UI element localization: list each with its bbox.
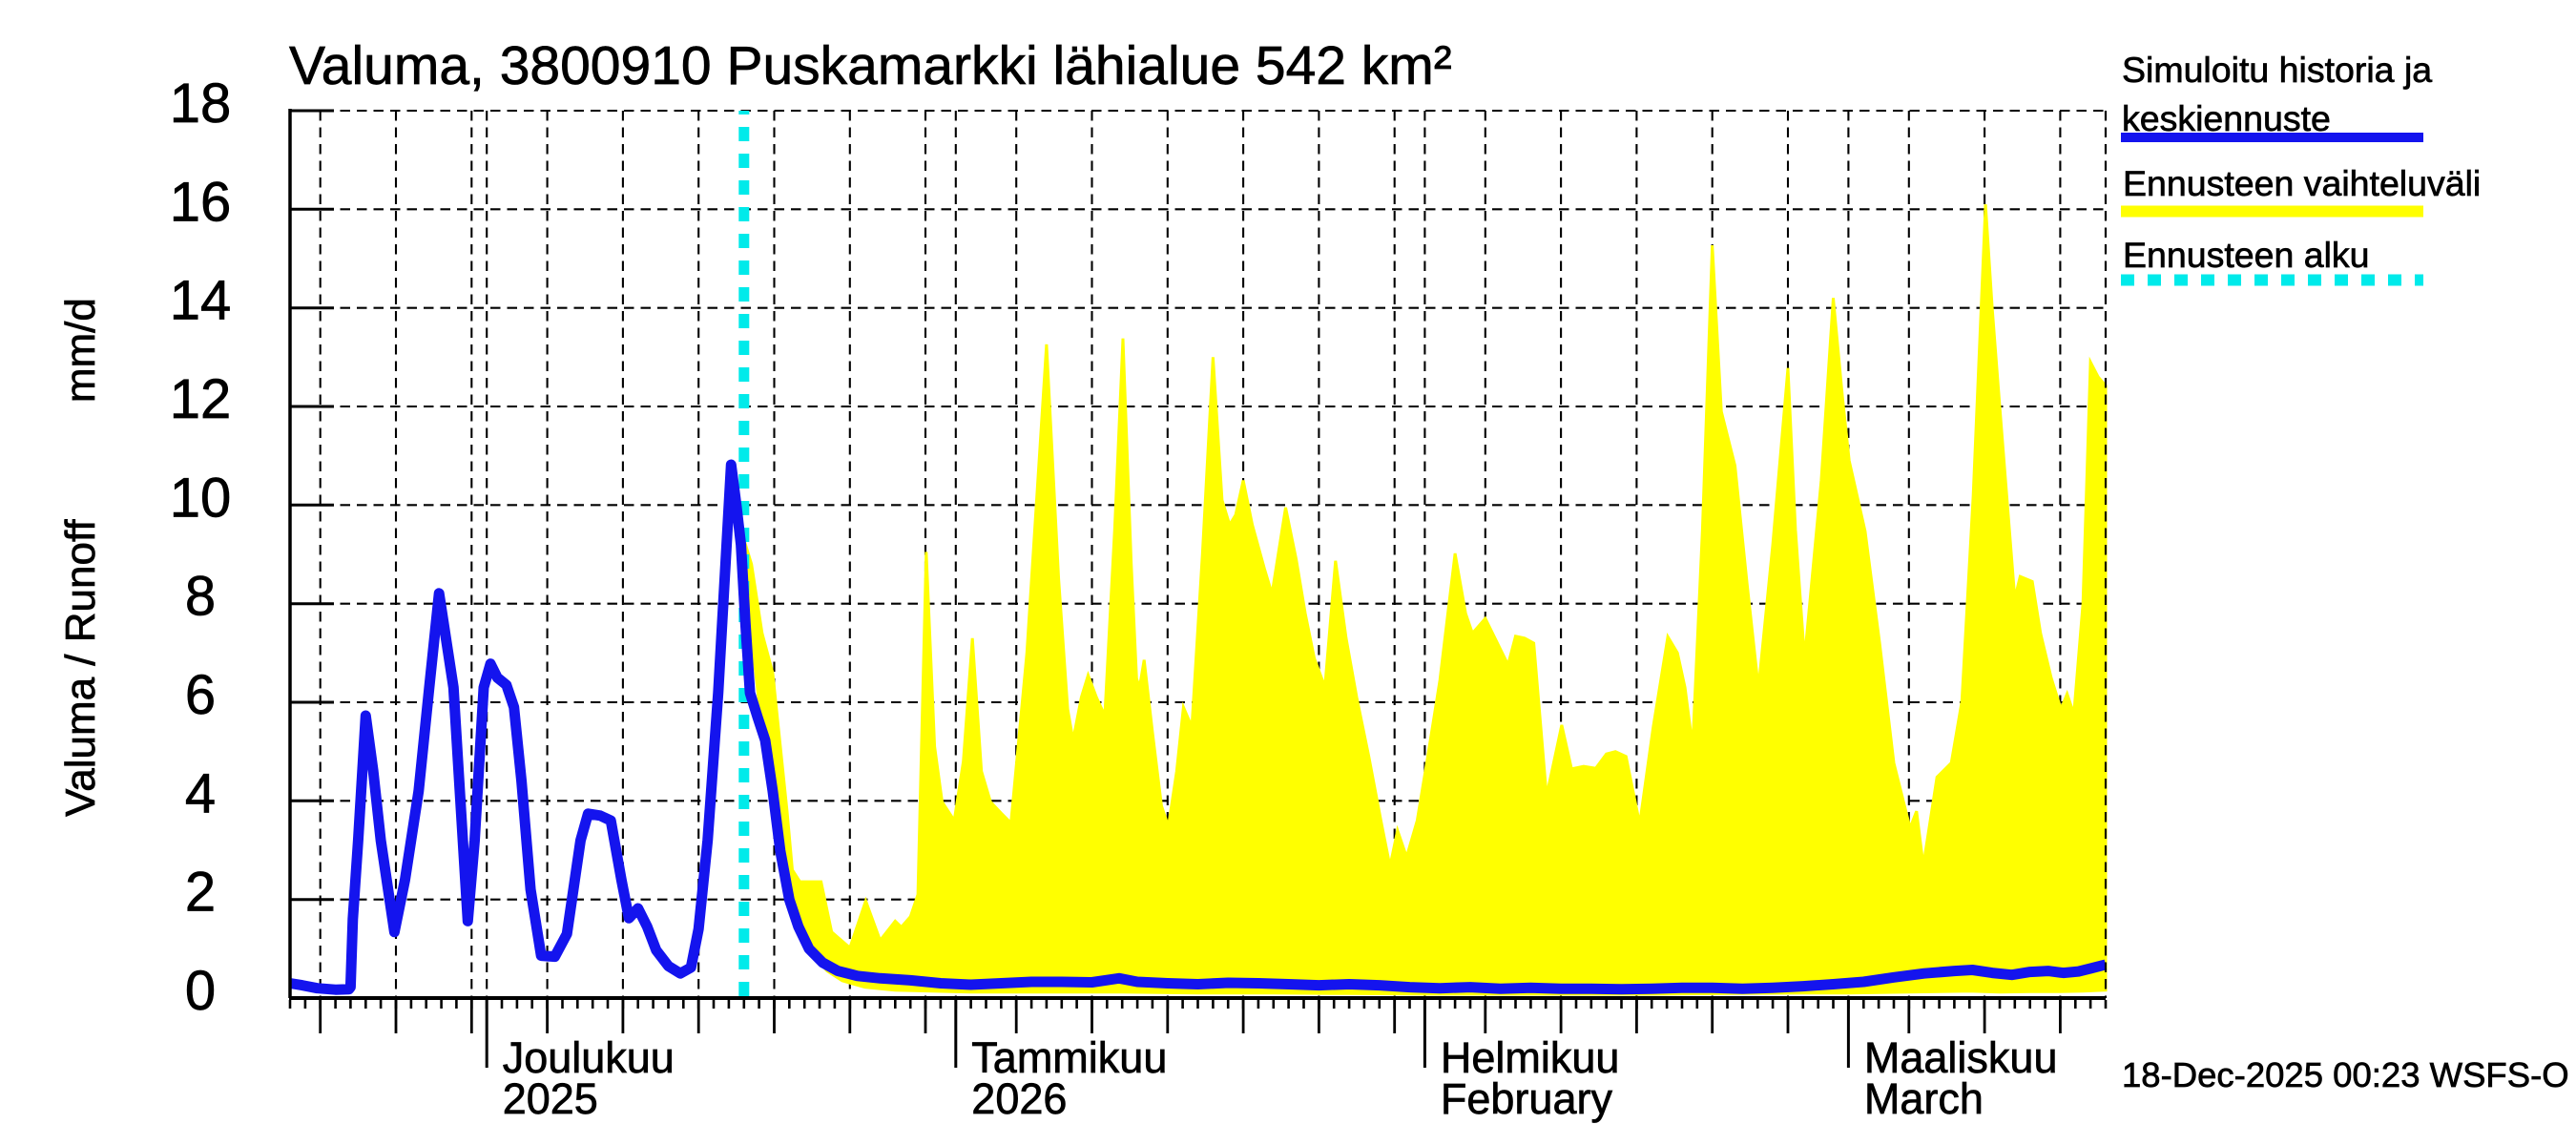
svg-text:Joulukuu: Joulukuu <box>503 1033 675 1082</box>
svg-text:12: 12 <box>170 368 232 430</box>
svg-text:18-Dec-2025 00:23 WSFS-O: 18-Dec-2025 00:23 WSFS-O <box>2122 1055 2569 1094</box>
svg-text:keskiennuste: keskiennuste <box>2122 98 2331 138</box>
svg-text:14: 14 <box>170 270 232 332</box>
svg-text:8: 8 <box>185 566 216 628</box>
svg-text:Ennusteen alku: Ennusteen alku <box>2123 235 2370 275</box>
svg-text:0: 0 <box>185 960 216 1022</box>
svg-text:2025: 2025 <box>503 1074 598 1123</box>
svg-text:Tammikuu: Tammikuu <box>971 1033 1167 1082</box>
svg-text:2: 2 <box>185 862 216 924</box>
svg-text:18: 18 <box>170 73 232 135</box>
svg-text:2026: 2026 <box>971 1074 1067 1123</box>
svg-text:Helmikuu: Helmikuu <box>1441 1033 1620 1082</box>
svg-text:6: 6 <box>185 664 216 726</box>
svg-text:February: February <box>1441 1074 1613 1123</box>
svg-text:16: 16 <box>170 171 232 233</box>
svg-text:4: 4 <box>185 762 216 824</box>
svg-text:Valuma / Runoff mm/d: Valuma / Runoff mm/d <box>57 298 104 817</box>
svg-text:10: 10 <box>170 467 232 529</box>
svg-text:Ennusteen vaihteluväli: Ennusteen vaihteluväli <box>2123 163 2481 203</box>
svg-text:Valuma, 3800910 Puskamarkki lä: Valuma, 3800910 Puskamarkki lähialue 542… <box>289 35 1452 96</box>
svg-text:Maaliskuu: Maaliskuu <box>1864 1033 2058 1082</box>
svg-text:Simuloitu historia ja: Simuloitu historia ja <box>2122 50 2432 90</box>
svg-text:March: March <box>1864 1074 1984 1123</box>
